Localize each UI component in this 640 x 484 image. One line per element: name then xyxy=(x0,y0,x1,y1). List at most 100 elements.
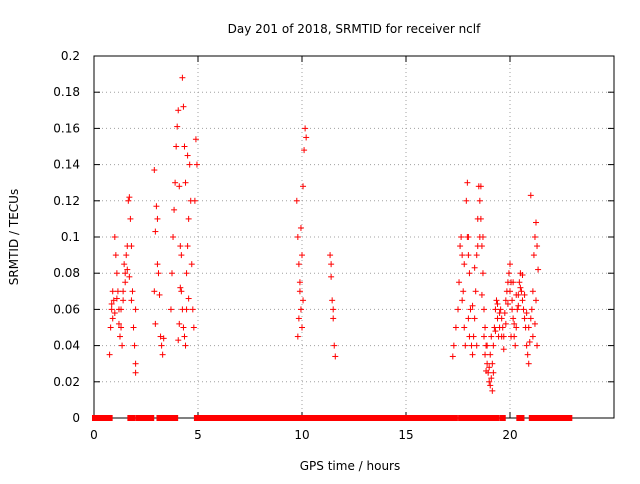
data-point xyxy=(295,315,302,322)
data-point xyxy=(170,234,177,240)
data-point xyxy=(178,252,185,259)
data-point xyxy=(477,183,484,190)
data-point xyxy=(452,324,459,331)
data-point xyxy=(173,143,180,150)
zero-level-range xyxy=(516,415,525,421)
data-point xyxy=(528,306,535,313)
data-point xyxy=(482,351,489,358)
x-tick-label: 20 xyxy=(502,428,517,442)
data-point xyxy=(490,342,497,349)
data-point xyxy=(154,261,161,268)
data-point xyxy=(450,342,457,349)
data-point xyxy=(331,342,338,349)
data-point xyxy=(330,315,337,322)
data-point xyxy=(492,306,499,313)
data-point xyxy=(477,215,484,222)
data-point xyxy=(493,297,500,304)
zero-level-range xyxy=(193,415,302,421)
y-tick-label: 0.08 xyxy=(53,266,80,280)
data-point xyxy=(513,291,520,298)
data-point xyxy=(300,183,307,190)
data-point xyxy=(132,369,139,376)
data-point xyxy=(531,320,538,327)
data-point xyxy=(327,252,334,259)
y-tick-label: 0.18 xyxy=(53,85,80,99)
data-point xyxy=(514,306,521,313)
zero-level-range xyxy=(470,415,500,421)
data-point xyxy=(182,179,189,186)
data-point xyxy=(181,333,188,340)
data-point xyxy=(295,261,302,268)
data-point xyxy=(474,243,481,250)
data-point xyxy=(184,152,191,159)
data-point xyxy=(108,306,115,313)
data-point xyxy=(481,333,487,340)
data-point xyxy=(126,194,133,201)
data-point xyxy=(121,261,128,268)
data-point xyxy=(332,353,339,360)
data-point xyxy=(502,297,509,304)
data-point xyxy=(111,310,118,317)
data-point xyxy=(118,324,125,331)
data-point xyxy=(459,297,466,304)
data-point xyxy=(523,310,530,317)
data-point xyxy=(178,288,185,295)
data-point xyxy=(109,315,116,322)
data-point xyxy=(177,284,184,291)
y-tick-label: 0.2 xyxy=(61,49,80,63)
data-point xyxy=(467,306,474,313)
data-point xyxy=(482,324,489,331)
data-point xyxy=(534,243,541,250)
data-point xyxy=(189,306,196,313)
data-point xyxy=(185,215,192,222)
data-point xyxy=(519,272,526,279)
data-point xyxy=(299,252,305,259)
data-point xyxy=(328,261,335,268)
data-point xyxy=(186,161,193,168)
data-point xyxy=(500,346,507,353)
data-point xyxy=(297,224,304,231)
zero-level-range xyxy=(528,415,573,421)
data-point xyxy=(151,288,158,295)
data-point xyxy=(531,234,538,240)
data-point xyxy=(152,228,159,235)
data-point xyxy=(468,342,475,349)
data-point xyxy=(494,300,501,307)
data-point xyxy=(499,324,506,331)
data-point xyxy=(461,261,468,268)
data-point xyxy=(526,338,533,345)
data-point xyxy=(527,315,534,322)
data-point xyxy=(124,266,131,273)
data-point xyxy=(484,342,491,349)
x-tick-label: 0 xyxy=(90,428,98,442)
data-point xyxy=(191,197,198,204)
zero-level-range xyxy=(156,415,176,421)
data-point xyxy=(158,342,165,349)
data-point xyxy=(471,315,478,322)
data-point xyxy=(182,342,189,349)
data-point xyxy=(132,306,139,313)
data-point xyxy=(190,324,197,331)
data-point xyxy=(498,333,505,340)
data-point xyxy=(533,297,539,304)
data-point xyxy=(524,351,531,358)
y-axis-label: SRMTID / TECUs xyxy=(7,189,21,285)
y-tick-label: 0 xyxy=(72,411,80,425)
data-point xyxy=(459,252,466,259)
data-point xyxy=(171,206,178,213)
data-point xyxy=(484,360,491,367)
zero-level-range xyxy=(135,415,155,421)
zero-level-range xyxy=(458,415,473,421)
data-point xyxy=(297,306,304,313)
data-point xyxy=(460,288,467,295)
data-point xyxy=(176,320,183,327)
data-point xyxy=(167,306,174,313)
data-point xyxy=(489,387,496,394)
data-point xyxy=(469,351,476,358)
data-point xyxy=(523,342,530,349)
x-tick-label: 5 xyxy=(194,428,202,442)
data-point xyxy=(507,261,513,268)
data-point xyxy=(478,291,485,298)
data-point xyxy=(525,360,532,367)
data-point xyxy=(183,270,190,277)
